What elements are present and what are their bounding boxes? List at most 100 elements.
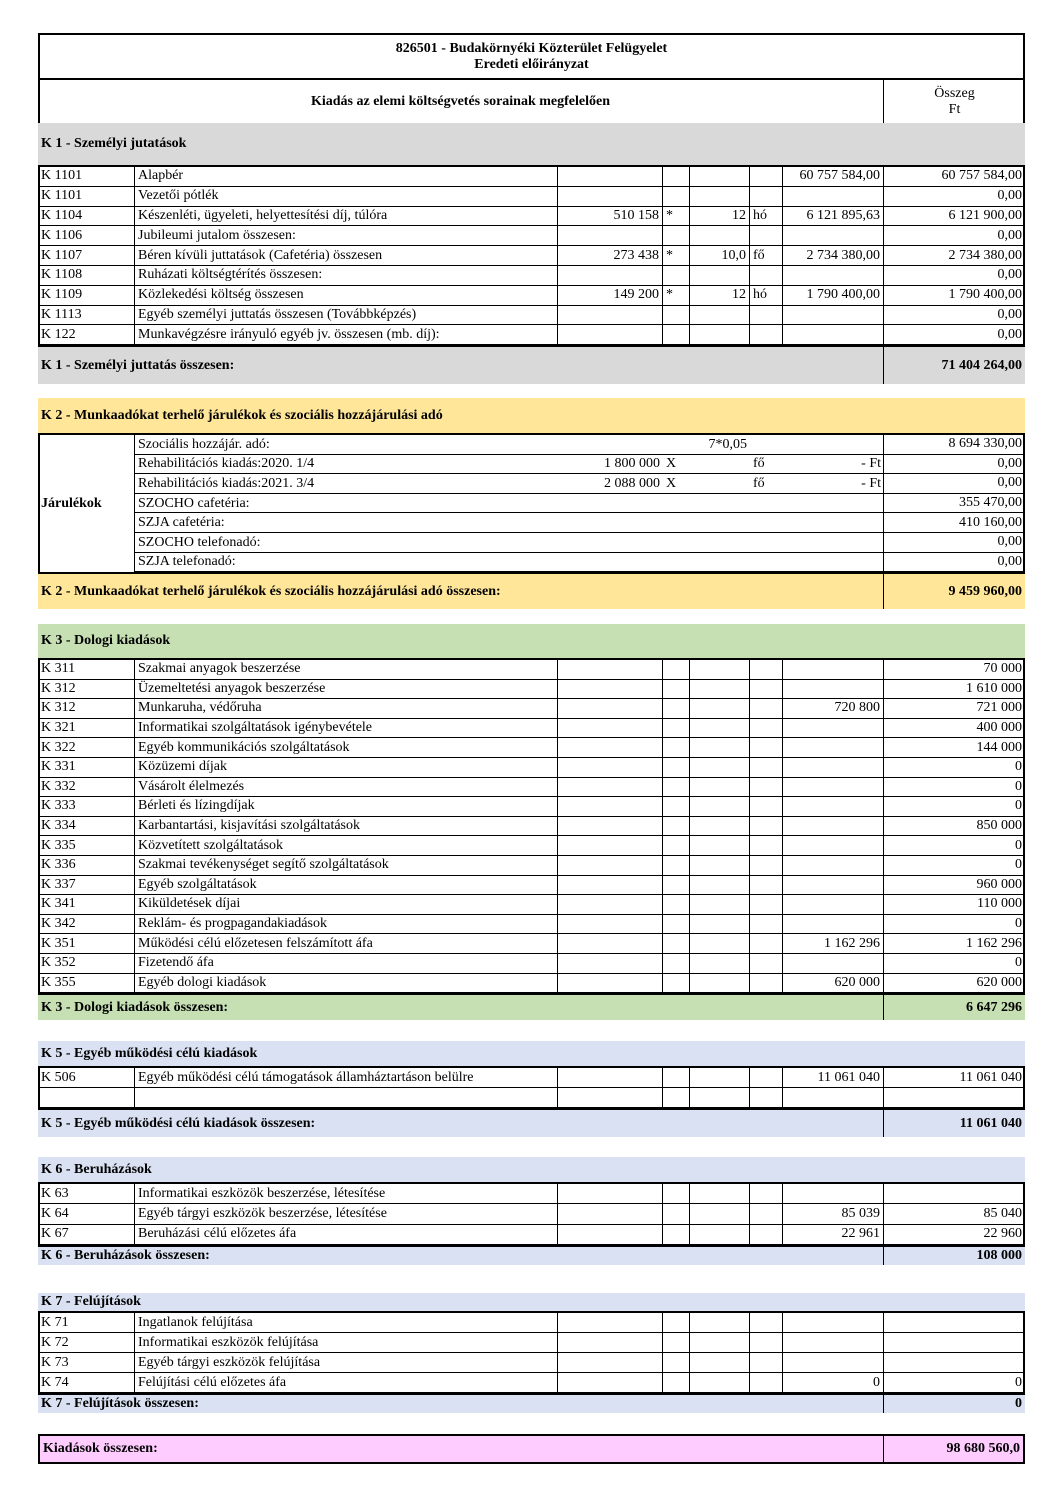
cell [750, 836, 783, 856]
cell [558, 895, 663, 915]
cell: 60 757 584,00 [783, 167, 884, 187]
cell: Szociális hozzájár. adó: [138, 436, 270, 452]
cell [690, 914, 750, 935]
cell [783, 266, 884, 286]
cell: Fizetendő áfa [135, 954, 558, 974]
cell [690, 1313, 750, 1333]
cell: 850 000 [884, 817, 1025, 837]
cell: K 341 [38, 895, 135, 915]
cell: 2 088 000 [604, 475, 660, 491]
cell [783, 836, 884, 856]
section-total-value: 71 404 264,00 [884, 345, 1025, 385]
cell: X [666, 475, 677, 491]
cell [690, 856, 750, 876]
cell: 0 [884, 758, 1025, 778]
cell: K 74 [38, 1373, 135, 1393]
cell: 6 121 895,63 [783, 206, 884, 227]
cell: * [663, 246, 690, 266]
cell [663, 1204, 690, 1225]
cell [663, 816, 690, 837]
grand-total-label: Kiadások összesen: [40, 1436, 884, 1462]
cell: 0,00 [884, 553, 1025, 573]
cell [558, 718, 663, 739]
row-line [135, 474, 884, 494]
cell [663, 679, 690, 700]
cell [663, 553, 690, 573]
section-title: K 6 - Beruházások [38, 1157, 1025, 1184]
cell: K 1108 [38, 266, 135, 286]
cell: Egyéb személyi juttatás összesen (Tovább… [135, 305, 558, 326]
cell: 0,00 [884, 533, 1025, 553]
cell: K 311 [38, 660, 135, 680]
cell [750, 266, 783, 286]
cell [558, 954, 663, 974]
cell [558, 266, 663, 286]
section-title: K 5 - Egyéb működési célú kiadások [38, 1041, 1025, 1068]
cell: K 332 [38, 777, 135, 798]
cell [750, 1068, 783, 1088]
cell [558, 758, 663, 778]
cell [783, 1184, 884, 1205]
cell [663, 513, 690, 533]
cell [663, 1224, 690, 1245]
cell: K 1113 [38, 305, 135, 326]
cell: K 321 [38, 718, 135, 739]
cell: 0 [884, 856, 1025, 876]
section-title: K 2 - Munkaadókat terhelő járulékok és s… [38, 398, 1025, 435]
cell [783, 797, 884, 817]
cell: 273 438 [558, 246, 663, 266]
cell [783, 758, 884, 778]
row-line [135, 552, 884, 573]
cell [750, 856, 783, 876]
cell [663, 699, 690, 719]
cell [663, 1373, 690, 1393]
cell: - Ft [861, 456, 881, 472]
cell [558, 679, 663, 700]
column-header: Kiadás az elemi költségvetés sorainak me… [38, 80, 884, 123]
cell: Bérleti és lízingdíjak [135, 797, 558, 817]
cell: K 352 [38, 954, 135, 974]
cell [663, 494, 690, 514]
cell: 510 158 [558, 206, 663, 227]
cell [690, 934, 750, 954]
section-total-value: 9 459 960,00 [884, 572, 1025, 610]
cell [663, 914, 690, 935]
cell [750, 1353, 783, 1373]
cell [135, 1088, 558, 1108]
cell: Ruházati költségtérítés összesen: [135, 266, 558, 286]
title-line: Eredeti előirányzat [474, 56, 589, 72]
cell: K 342 [38, 914, 135, 935]
cell [690, 679, 750, 700]
cell: Informatikai eszközök felújítása [135, 1333, 558, 1353]
section-title: K 3 - Dologi kiadások [38, 624, 1025, 660]
cell [750, 226, 783, 247]
cell [783, 1313, 884, 1333]
cell [663, 226, 690, 247]
cell: * [663, 206, 690, 227]
section-total-label: K 6 - Beruházások összesen: [38, 1244, 884, 1265]
cell: 1 790 400,00 [783, 285, 884, 306]
cell [38, 1088, 135, 1108]
cell: 8 694 330,00 [884, 435, 1025, 455]
cell [750, 1333, 783, 1353]
cell: 1 610 000 [884, 680, 1025, 700]
section-title: K 7 - Felújítások [38, 1293, 1025, 1313]
cell [558, 856, 663, 876]
cell: * [663, 285, 690, 306]
cell [750, 895, 783, 915]
cell: K 73 [38, 1353, 135, 1373]
cell: Szakmai tevékenységet segítő szolgáltatá… [135, 856, 558, 876]
cell [663, 777, 690, 798]
cell: K 333 [38, 797, 135, 817]
cell [690, 1204, 750, 1225]
section-total-label: K 5 - Egyéb működési célú kiadások össze… [38, 1108, 884, 1137]
cell: K 1101 [38, 167, 135, 187]
cell [750, 934, 783, 954]
cell [884, 1088, 1025, 1108]
cell: 11 061 040 [783, 1068, 884, 1088]
cell [783, 679, 884, 700]
cell: K 312 [38, 699, 135, 719]
cell [783, 513, 884, 533]
cell: Szakmai anyagok beszerzése [135, 660, 558, 680]
cell [750, 718, 783, 739]
